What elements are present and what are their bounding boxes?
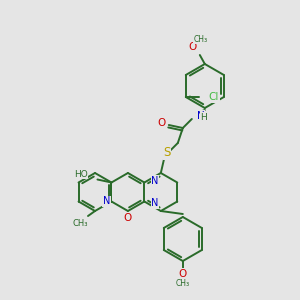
- Text: HO: HO: [74, 170, 88, 179]
- Text: CH₃: CH₃: [176, 280, 190, 289]
- Text: N: N: [103, 196, 110, 206]
- Text: H: H: [200, 112, 207, 122]
- Text: O: O: [124, 213, 132, 223]
- Text: O: O: [189, 42, 197, 52]
- Text: N: N: [152, 176, 159, 185]
- Text: N: N: [197, 111, 205, 121]
- Text: N: N: [152, 199, 159, 208]
- Text: S: S: [163, 146, 170, 160]
- Text: Cl: Cl: [209, 92, 219, 102]
- Text: O: O: [179, 269, 187, 279]
- Text: CH₃: CH₃: [194, 34, 208, 43]
- Text: O: O: [158, 118, 166, 128]
- Text: CH₃: CH₃: [72, 218, 88, 227]
